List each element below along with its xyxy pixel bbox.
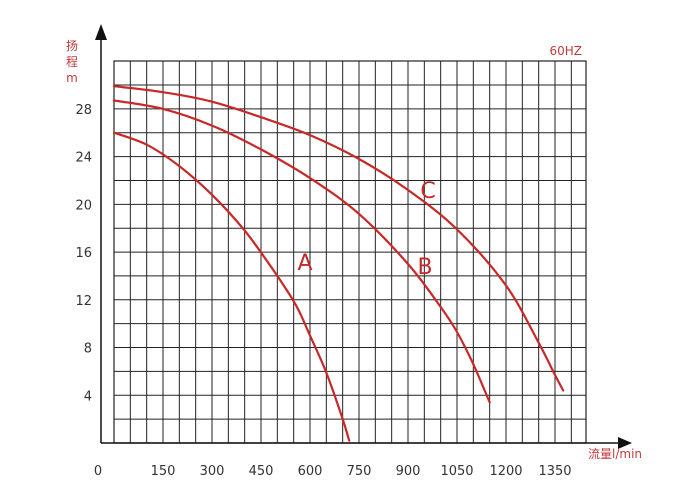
ylabel-char-1: 扬 (66, 38, 78, 53)
x-tick-label: 1350 (538, 464, 571, 479)
x-tick-label: 900 (396, 464, 421, 479)
series-label-c: C (420, 179, 435, 204)
grid (113, 60, 587, 444)
y-tick-label: 12 (75, 294, 92, 309)
series-line-c (112, 85, 565, 392)
x-tick-label: 150 (151, 464, 176, 479)
x-tick-label: 600 (298, 464, 323, 479)
series-label-a: A (297, 251, 312, 276)
series-line-a (112, 131, 351, 442)
series (112, 85, 565, 442)
x-tick-label: 450 (249, 464, 274, 479)
series-label-b: B (417, 255, 432, 280)
ylabel-unit: m (66, 71, 78, 85)
y-tick-label: 16 (75, 246, 92, 261)
y-tick-label: 4 (84, 389, 92, 404)
x-tick-label: 750 (347, 464, 372, 479)
x-tick-label: 0 (94, 464, 102, 479)
y-tick-label: 8 (84, 342, 92, 357)
x-tick-label: 1050 (440, 464, 473, 479)
series-line-b (112, 99, 491, 404)
ylabel-char-2: 程 (66, 54, 78, 69)
x-tick-labels: 0 150 300 450 600 750 900 1050 1200 1350 (94, 464, 572, 479)
y-tick-labels: 4 8 12 16 20 24 28 (75, 103, 92, 404)
x-tick-label: 300 (200, 464, 225, 479)
axes (95, 24, 632, 449)
y-tick-label: 20 (75, 198, 92, 213)
x-tick-label: 1200 (489, 464, 522, 479)
y-tick-label: 24 (75, 151, 92, 166)
series-labels: A B C (297, 179, 435, 280)
x-axis-title: 流量l/min (588, 447, 642, 461)
frequency-annotation: 60HZ (549, 44, 582, 58)
x-axis-arrow-icon (618, 437, 632, 449)
y-axis-arrow-icon (95, 24, 107, 40)
y-tick-label: 28 (75, 103, 92, 118)
